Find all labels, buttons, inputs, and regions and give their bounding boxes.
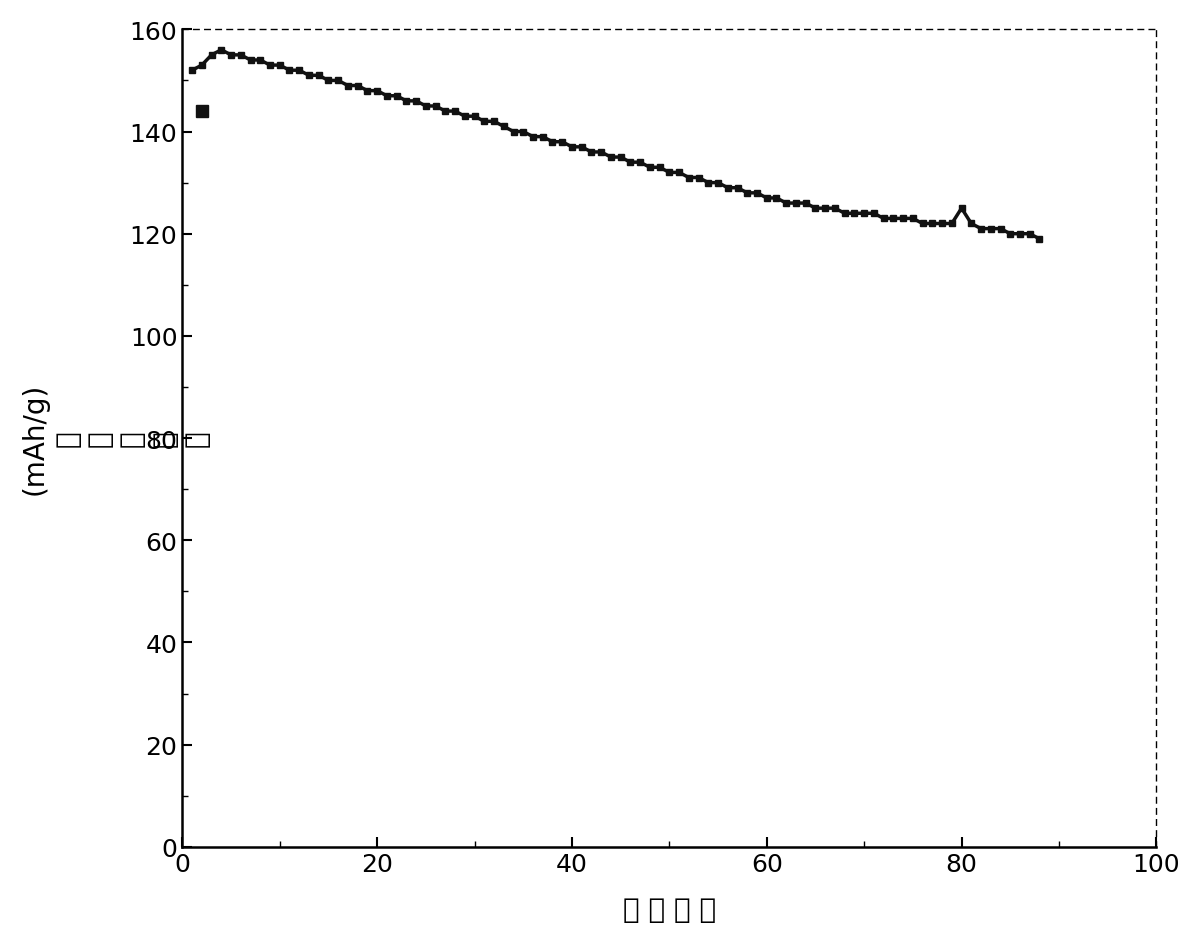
Y-axis label: (mAh/g)
量
容
比
电
放: (mAh/g) 量 容 比 电 放 (20, 382, 211, 495)
X-axis label: 循 环 次 数: 循 环 次 数 (623, 895, 716, 923)
